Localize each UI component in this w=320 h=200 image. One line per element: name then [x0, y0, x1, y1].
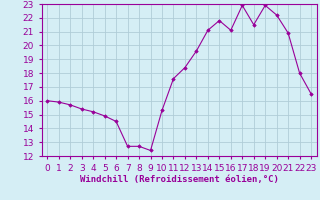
X-axis label: Windchill (Refroidissement éolien,°C): Windchill (Refroidissement éolien,°C)	[80, 175, 279, 184]
